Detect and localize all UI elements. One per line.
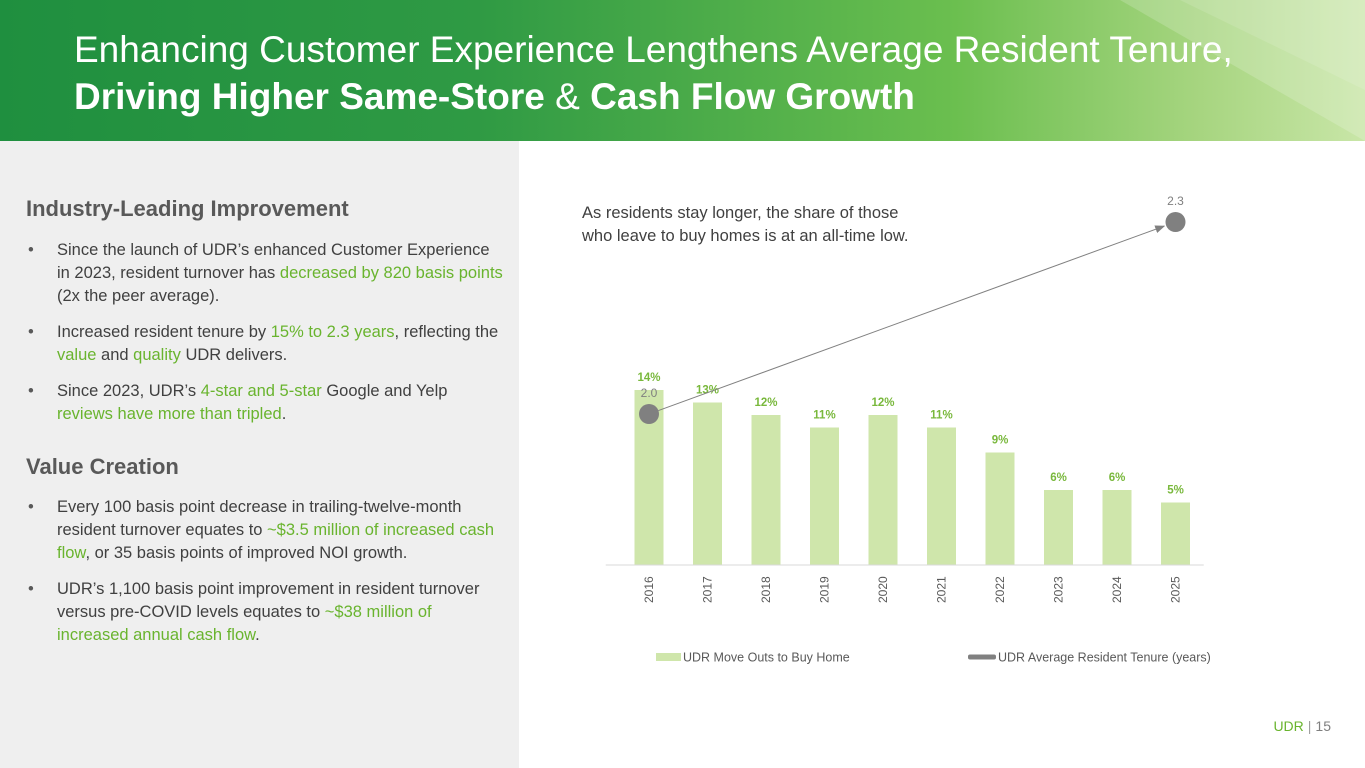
tenure-label-2025: 2.3	[1167, 194, 1184, 208]
x-tick-2021: 2021	[935, 576, 949, 603]
bar-2017	[693, 402, 722, 565]
bar-label-2023: 6%	[1050, 472, 1067, 484]
bullet-highlight: reviews have more than tripled	[57, 405, 282, 423]
bar-2021	[927, 427, 956, 565]
tenure-label-2016: 2.0	[641, 386, 658, 400]
x-tick-2022: 2022	[993, 576, 1007, 603]
bullet-text: Increased resident tenure by	[57, 323, 271, 341]
bullet-highlight: decreased by 820 basis points	[279, 264, 503, 282]
bar-label-2018: 12%	[754, 397, 777, 409]
title-banner: Enhancing Customer Experience Lengthens …	[0, 0, 1365, 141]
bar-2023	[1044, 490, 1073, 565]
bar-2020	[868, 415, 898, 565]
page-footer: UDR | 15	[1273, 718, 1331, 734]
title-bold1: Driving Higher Same-Store	[74, 76, 545, 117]
bar-2024	[1102, 490, 1132, 565]
x-tick-2025: 2025	[1169, 576, 1183, 603]
tenure-series: 2.0 2.3	[639, 194, 1186, 424]
legend-label-bars: UDR Move Outs to Buy Home	[683, 651, 850, 665]
bullet-text: .	[281, 405, 287, 423]
bullet-highlight: ~$38 million of increased annual cash fl…	[57, 603, 432, 644]
tenure-point-2025	[1165, 212, 1186, 232]
bar-label-2020: 12%	[871, 397, 894, 409]
bullet-highlight: ~$3.5 million of increased cash flow	[57, 521, 495, 562]
bar-label-2016: 14%	[637, 372, 660, 384]
tenure-point-2016	[639, 404, 659, 424]
bullet-text: , or 35 basis points of improved NOI gro…	[85, 544, 408, 562]
legend-swatch-tenure	[968, 654, 996, 660]
bar-series: 14% 13% 12% 11% 12% 11% 9% 6% 6% 5%	[634, 372, 1190, 565]
bullet-text: Every 100 basis point decrease in traili…	[57, 498, 462, 539]
bullet-highlight: 15% to 2.3 years	[270, 323, 395, 341]
bullet-reviews: Since 2023, UDR’s 4-star and 5-star Goog…	[26, 380, 506, 426]
chart-legend: UDR Move Outs to Buy Home UDR Average Res…	[656, 651, 1211, 665]
banner-decoration	[1120, 0, 1365, 141]
x-tick-2017: 2017	[701, 576, 715, 603]
x-tick-2018: 2018	[759, 576, 773, 603]
left-panel: Industry-Leading Improvement Since the l…	[0, 141, 519, 768]
x-tick-2016: 2016	[642, 576, 656, 603]
bullet-text: , reflecting the	[394, 323, 499, 341]
page-title: Enhancing Customer Experience Lengthens …	[74, 26, 1274, 120]
footer-brand: UDR	[1273, 718, 1304, 734]
bullet-text: UDR’s 1,100 basis point improvement in r…	[57, 580, 480, 621]
bar-label-2017: 13%	[696, 385, 719, 397]
x-tick-2019: 2019	[818, 576, 832, 603]
bar-2018	[751, 415, 781, 565]
title-part1: Enhancing Customer Experience Lengthens …	[74, 29, 1233, 70]
x-tick-2023: 2023	[1052, 576, 1066, 603]
legend-swatch-bars	[656, 653, 681, 661]
bullet-highlight: 4-star and 5-star	[200, 382, 322, 400]
bullet-highlight: quality	[133, 346, 181, 364]
bar-label-2019: 11%	[813, 410, 835, 422]
bullet-text: Since 2023, UDR’s	[57, 382, 201, 400]
bullet-text: .	[255, 626, 260, 644]
bullet-text: and	[96, 346, 134, 364]
improvement-bullets: Since the launch of UDR’s enhanced Custo…	[26, 239, 506, 439]
bullet-tenure: Increased resident tenure by 15% to 2.3 …	[26, 321, 506, 367]
bar-label-2025: 5%	[1167, 485, 1184, 497]
legend-label-tenure: UDR Average Resident Tenure (years)	[998, 651, 1211, 665]
move-outs-chart: As residents stay longer, the share of t…	[581, 194, 1211, 665]
bullet-text: Google and Yelp	[321, 382, 448, 400]
value-bullets: Every 100 basis point decrease in traili…	[26, 496, 506, 660]
bar-label-2024: 6%	[1109, 472, 1126, 484]
tenure-arrow	[658, 225, 1166, 412]
x-axis-labels: 2016 2017 2018 2019 2020 2021 2022 2023 2024 2025	[642, 576, 1183, 603]
bar-2019	[810, 427, 839, 565]
bullet-basis-point: Every 100 basis point decrease in traili…	[26, 496, 506, 565]
title-bold2: Cash Flow Growth	[590, 76, 915, 117]
x-tick-2020: 2020	[876, 576, 890, 603]
footer-separator: |	[1307, 718, 1312, 734]
bar-2025	[1161, 502, 1190, 565]
bullet-text: UDR delivers.	[180, 346, 288, 364]
x-tick-2024: 2024	[1110, 576, 1124, 603]
section-heading-improvement: Industry-Leading Improvement	[26, 196, 349, 221]
bar-2022	[985, 452, 1015, 565]
chart-annotation: As residents stay longer, the share of t…	[581, 204, 909, 245]
bullet-highlight: value	[57, 346, 97, 364]
section-heading-value: Value Creation	[26, 454, 179, 479]
bar-label-2021: 11%	[930, 410, 952, 422]
title-amp: &	[555, 76, 580, 117]
bullet-turnover: Since the launch of UDR’s enhanced Custo…	[26, 239, 506, 308]
annotation-line: who leave to buy homes is at an all-time…	[581, 227, 909, 245]
bar-label-2022: 9%	[992, 435, 1009, 447]
bullet-text: Since the launch of UDR’s enhanced Custo…	[57, 241, 490, 282]
bullet-text: (2x the peer average).	[57, 287, 220, 305]
page-number: 15	[1315, 718, 1331, 734]
bullet-improvement: UDR’s 1,100 basis point improvement in r…	[26, 578, 506, 647]
annotation-line: As residents stay longer, the share of t…	[582, 204, 898, 222]
